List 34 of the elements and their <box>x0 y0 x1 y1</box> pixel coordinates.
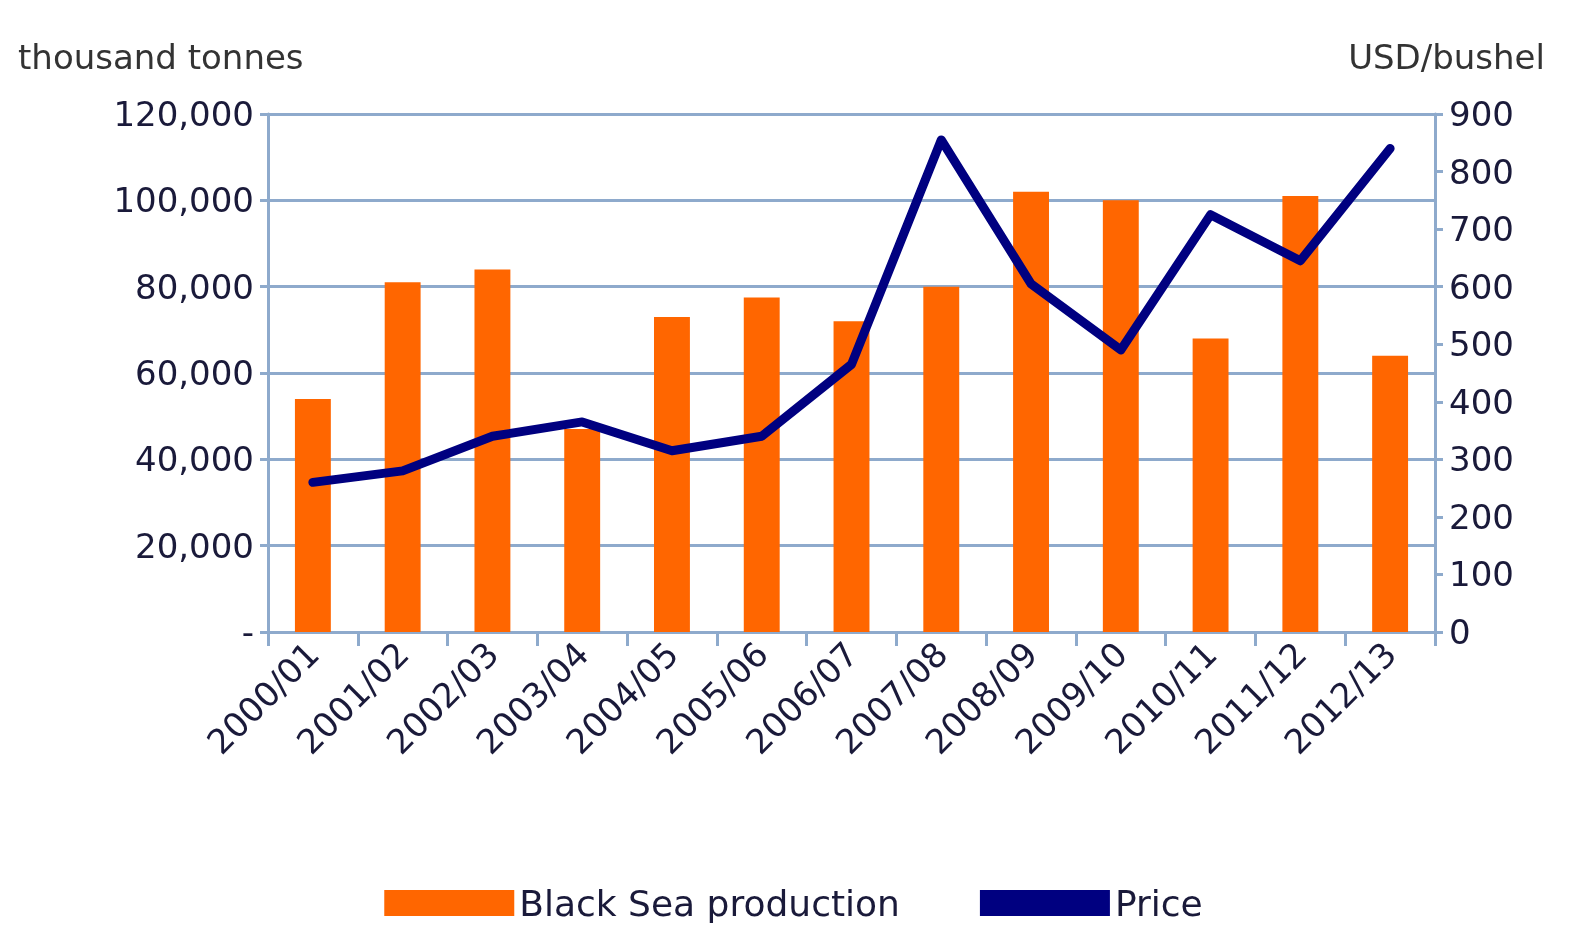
bar <box>833 321 870 632</box>
legend-label: Black Sea production <box>519 882 900 924</box>
y2-tick-label: 700 <box>1449 209 1514 250</box>
y2-tick-label: 500 <box>1449 324 1514 365</box>
bar <box>654 316 690 632</box>
y2-axis-title: USD/bushel <box>1348 37 1545 77</box>
y-tick-label: 120,000 <box>113 94 254 134</box>
bar <box>474 269 511 632</box>
y2-tick-label: 900 <box>1449 94 1514 134</box>
bar <box>923 286 960 632</box>
y-tick-label: 80,000 <box>135 266 254 307</box>
y-tick-label: - <box>241 612 254 652</box>
bar <box>1013 191 1049 632</box>
y-tick-label: 100,000 <box>113 180 254 221</box>
y-axis-title: thousand tonnes <box>18 37 304 77</box>
y-tick-label: 60,000 <box>135 353 254 393</box>
bar <box>1192 338 1229 632</box>
y-tick-label: 40,000 <box>135 439 254 480</box>
bar <box>1372 355 1409 632</box>
y2-tick-label: 200 <box>1449 496 1514 537</box>
y-tick-label: 20,000 <box>135 525 254 566</box>
legend-label: Price <box>1114 882 1203 924</box>
y2-tick-label: 600 <box>1449 266 1514 307</box>
bar <box>384 282 421 632</box>
y2-tick-label: 100 <box>1449 554 1514 595</box>
bar <box>1102 200 1139 632</box>
y2-tick-label: 400 <box>1449 381 1514 422</box>
bar <box>564 429 601 632</box>
y2-tick-label: 0 <box>1449 612 1471 652</box>
bar <box>1282 196 1319 632</box>
y2-tick-label: 300 <box>1449 439 1514 480</box>
y2-tick-label: 800 <box>1449 151 1514 192</box>
bar <box>743 297 780 632</box>
bar <box>294 398 331 632</box>
